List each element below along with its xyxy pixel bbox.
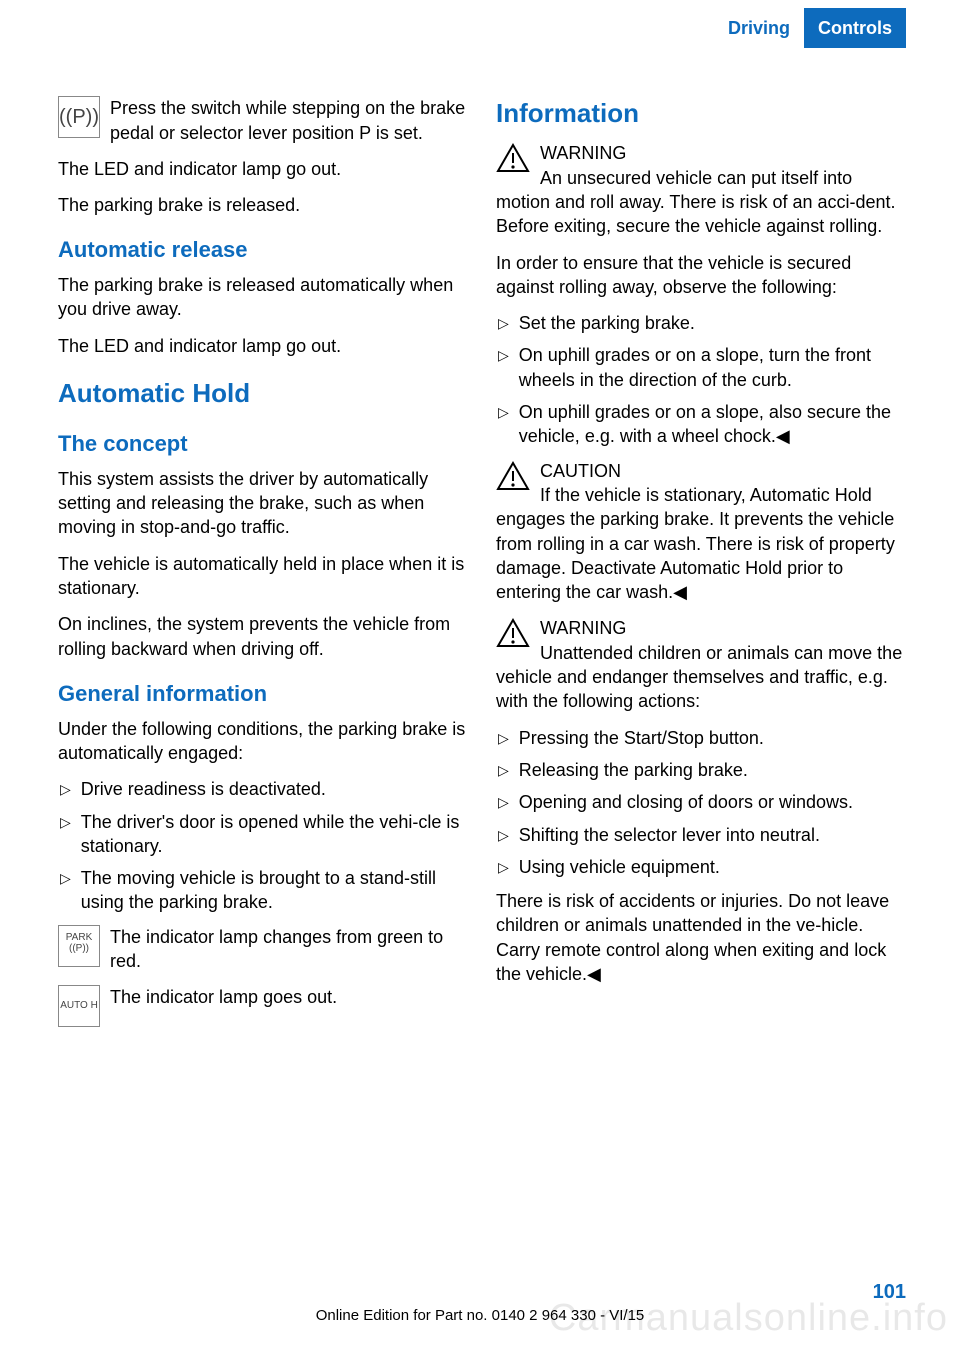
bullet-icon: ▷ [498,343,509,392]
caution-label: CAUTION [540,461,621,481]
warning-1b-text: In order to ensure that the vehicle is s… [496,251,906,300]
warning-2b-text: There is risk of accidents or injuries. … [496,889,906,986]
press-switch-text: Press the switch while stepping on the b… [110,98,465,142]
bullet-icon: ▷ [498,855,509,879]
warning-block-1: WARNING An unsecured vehicle can put its… [496,141,906,238]
indicator-goes-out-text: The indicator lamp goes out. [110,987,337,1007]
list-item-text: On uphill grades or on a slope, also sec… [519,400,906,449]
parking-brake-icon: ((P)) [58,96,100,138]
bullet-icon: ▷ [498,790,509,814]
concept-heading: The concept [58,429,468,459]
park-indicator-block: PARK ((P)) The indicator lamp changes fr… [58,925,468,974]
concept-p2: The vehicle is automatically held in pla… [58,552,468,601]
automatic-release-heading: Automatic release [58,235,468,265]
autoh-indicator-block: AUTO H The indicator lamp goes out. [58,985,468,1027]
caution-text: If the vehicle is stationary, Automatic … [496,485,895,602]
list-item-text: On uphill grades or on a slope, turn the… [519,343,906,392]
brake-released-text: The parking brake is released. [58,193,468,217]
list-item-text: Set the parking brake. [519,311,695,335]
auto-release-p1: The parking brake is released automatica… [58,273,468,322]
list-item: ▷ Drive readiness is deactivated. [58,777,468,801]
bullet-icon: ▷ [498,400,509,449]
press-switch-block: ((P)) Press the switch while stepping on… [58,96,468,145]
indicator-changes-text: The indicator lamp changes from green to… [110,927,443,971]
tab-driving: Driving [714,8,804,48]
caution-triangle-icon [496,461,530,497]
auto-h-icon: AUTO H [58,985,100,1027]
general-info-heading: General information [58,679,468,709]
watermark: Carmanualsonline.info [549,1293,948,1344]
page-body: ((P)) Press the switch while stepping on… [0,48,960,1039]
list-item-text: Releasing the parking brake. [519,758,748,782]
led-out-text-1: The LED and indicator lamp go out. [58,157,468,181]
list-item: ▷ Using vehicle equipment. [496,855,906,879]
bullet-icon: ▷ [498,758,509,782]
list-item: ▷ On uphill grades or on a slope, also s… [496,400,906,449]
warning-block-2: WARNING Unattended children or animals c… [496,616,906,713]
list-item: ▷ The driver's door is opened while the … [58,810,468,859]
warning-2-list: ▷ Pressing the Start/Stop button. ▷ Rele… [496,726,906,879]
park-indicator-icon: PARK ((P)) [58,925,100,967]
information-heading: Information [496,96,906,131]
list-item-text: Opening and closing of doors or windows. [519,790,853,814]
bullet-icon: ▷ [498,726,509,750]
list-item-text: The driver's door is opened while the ve… [81,810,468,859]
list-item: ▷ Releasing the parking brake. [496,758,906,782]
bullet-icon: ▷ [60,866,71,915]
list-item-text: Pressing the Start/Stop button. [519,726,764,750]
header-tabs: Driving Controls [0,0,960,48]
list-item-text: Shifting the selector lever into neutral… [519,823,820,847]
list-item-text: Using vehicle equipment. [519,855,720,879]
warning-triangle-icon [496,618,530,654]
list-item: ▷ Pressing the Start/Stop button. [496,726,906,750]
concept-p3: On inclines, the system prevents the veh… [58,612,468,661]
warning-1-text: An unsecured vehicle can put itself into… [496,168,896,237]
general-info-p1: Under the following conditions, the park… [58,717,468,766]
list-item-text: The moving vehicle is brought to a stand… [81,866,468,915]
list-item: ▷ Set the parking brake. [496,311,906,335]
left-column: ((P)) Press the switch while stepping on… [58,96,468,1039]
warning-2-text: Unattended children or animals can move … [496,643,902,712]
warning-1-list: ▷ Set the parking brake. ▷ On uphill gra… [496,311,906,448]
list-item-text: Drive readiness is deactivated. [81,777,326,801]
list-item: ▷ Shifting the selector lever into neutr… [496,823,906,847]
bullet-icon: ▷ [60,810,71,859]
bullet-icon: ▷ [498,823,509,847]
concept-p1: This system assists the driver by automa… [58,467,468,540]
right-column: Information WARNING An unsecured vehicle… [496,96,906,1039]
bullet-icon: ▷ [498,311,509,335]
bullet-icon: ▷ [60,777,71,801]
warning-triangle-icon [496,143,530,179]
list-item: ▷ Opening and closing of doors or window… [496,790,906,814]
warning-label: WARNING [540,143,626,163]
general-info-list: ▷ Drive readiness is deactivated. ▷ The … [58,777,468,914]
auto-release-p2: The LED and indicator lamp go out. [58,334,468,358]
caution-block: CAUTION If the vehicle is stationary, Au… [496,459,906,605]
tab-controls: Controls [804,8,906,48]
list-item: ▷ The moving vehicle is brought to a sta… [58,866,468,915]
park-icon-sub: ((P)) [69,943,89,954]
list-item: ▷ On uphill grades or on a slope, turn t… [496,343,906,392]
warning-label: WARNING [540,618,626,638]
automatic-hold-heading: Automatic Hold [58,376,468,411]
park-icon-label: PARK [66,932,93,943]
